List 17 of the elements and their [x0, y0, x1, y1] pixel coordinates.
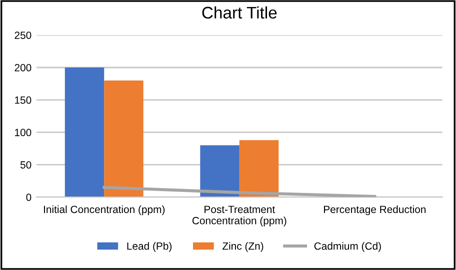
chart-title: Chart Title [202, 6, 277, 19]
bar [200, 145, 240, 198]
legend-label: Lead (Pb) [127, 242, 172, 252]
legend-label: Cadmium (Cd) [314, 242, 381, 252]
bar [239, 140, 279, 198]
bar [104, 80, 144, 198]
y-tick-label: 250 [14, 32, 32, 39]
y-tick-label: 50 [20, 161, 32, 169]
x-tick-label: Initial Concentration (ppm) [44, 205, 165, 216]
x-tick-label: Percentage Reduction [324, 205, 426, 216]
y-tick-label: 150 [15, 96, 32, 104]
bar [64, 68, 104, 198]
y-tick-label: 200 [14, 64, 32, 72]
legend-label: Zinc (Zn) [222, 242, 264, 252]
y-tick-label: 100 [15, 128, 32, 136]
x-tick-label: Post-Treatment Concentration (ppm) [192, 206, 286, 226]
y-tick-label: 0 [26, 194, 32, 201]
